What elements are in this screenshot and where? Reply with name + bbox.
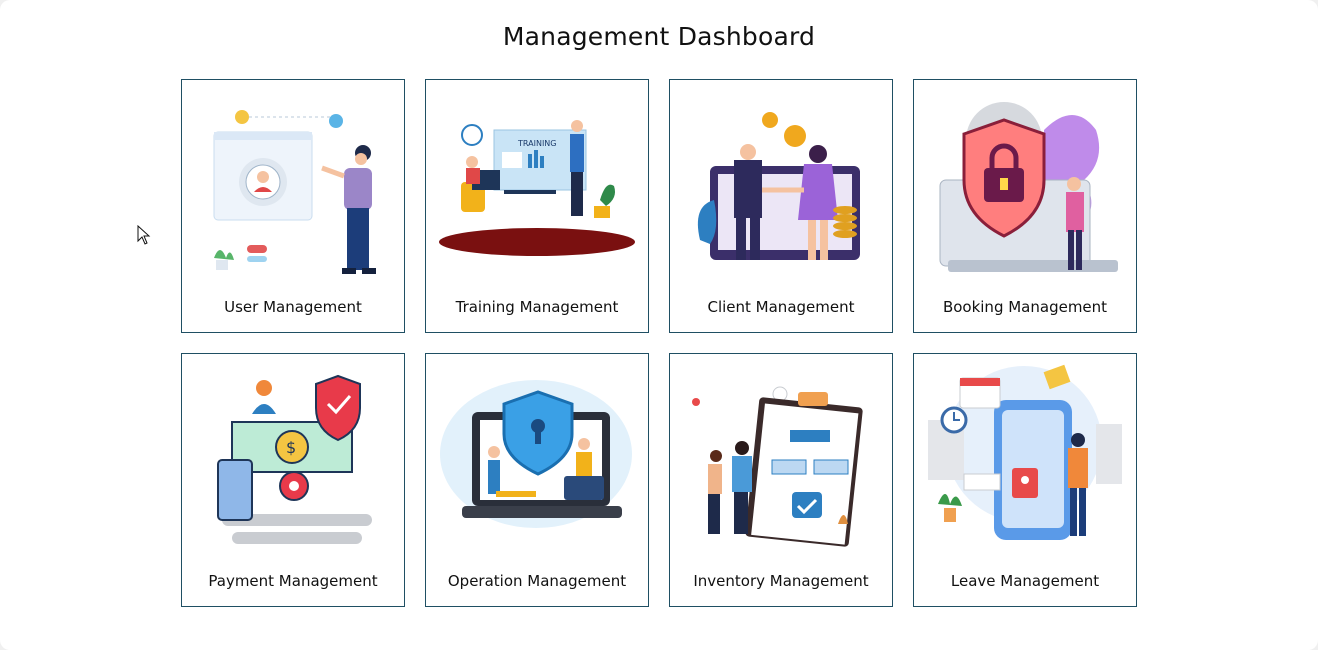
operation-management-illustration [440,380,632,528]
user-management-illustration [213,110,376,274]
mouse-cursor-icon [137,225,151,245]
card-training-management[interactable]: TRAINING Training Management [425,79,649,333]
card-label: Booking Management [942,298,1108,316]
leave-management-illustration [928,364,1122,540]
training-sign: TRAINING [517,139,556,148]
client-management-illustration [697,112,860,260]
card-operation-management[interactable]: Operation Management [425,353,649,607]
card-label: User Management [224,298,362,316]
card-payment-management[interactable]: $ Payment Management [181,353,405,607]
payment-management-illustration: $ [217,374,372,544]
card-label: Training Management [455,298,619,316]
card-booking-management[interactable]: Booking Management [913,79,1137,333]
inventory-management-illustration [692,386,863,547]
card-client-management[interactable]: Client Management [669,79,893,333]
page-title: Management Dashboard [502,22,816,51]
booking-management-illustration [939,102,1118,272]
training-management-illustration: TRAINING [439,120,635,256]
card-user-management[interactable]: User Management [181,79,405,333]
card-label: Client Management [707,298,855,316]
card-label: Leave Management [950,572,1100,590]
card-label: Inventory Management [693,572,869,590]
svg-text:$: $ [286,438,296,457]
card-leave-management[interactable]: Leave Management [913,353,1137,607]
card-grid: User Management TRAINING [181,79,1137,607]
card-label: Payment Management [208,572,378,590]
card-label: Operation Management [447,572,627,590]
card-inventory-management[interactable]: Inventory Management [669,353,893,607]
